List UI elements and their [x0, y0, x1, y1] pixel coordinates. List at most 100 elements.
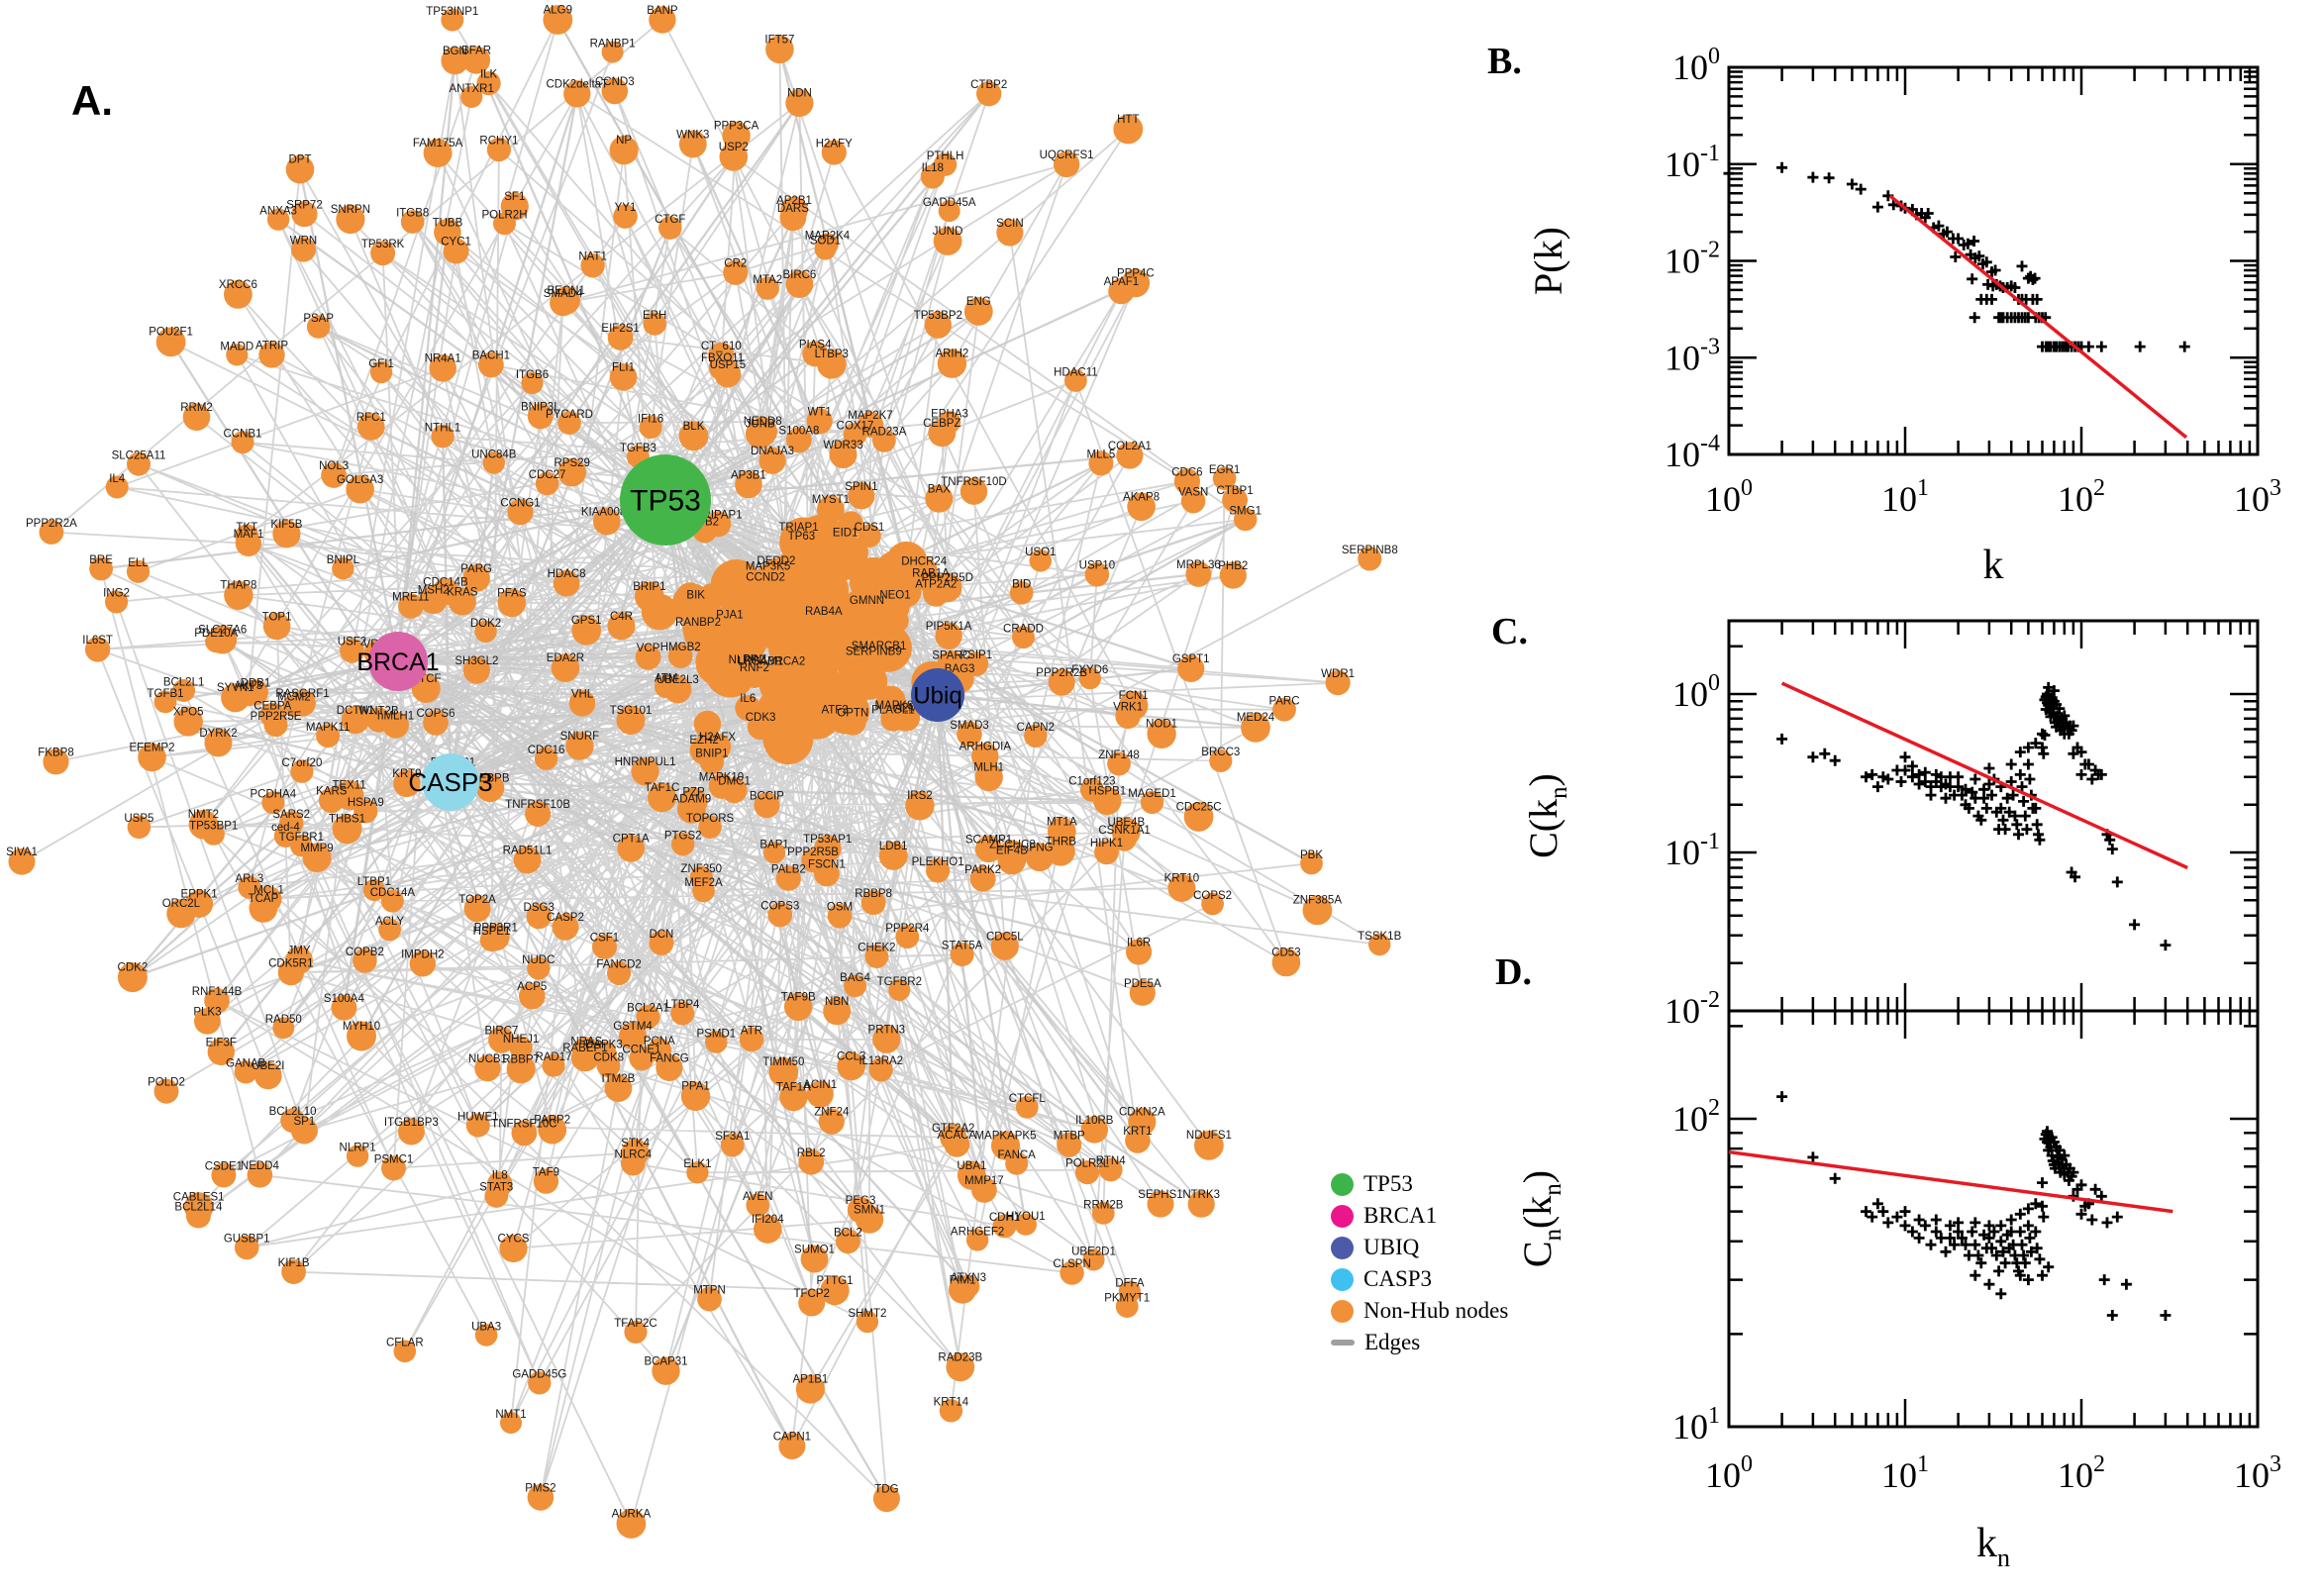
network-node: [732, 654, 761, 684]
network-node: [965, 1229, 989, 1251]
network-node-label: UNC84B: [471, 449, 517, 460]
network-node: [758, 447, 786, 474]
network-node-label: DYRK2: [199, 728, 237, 740]
network-node-label: IL10RB: [1075, 1115, 1114, 1127]
network-node: [441, 8, 464, 32]
network-node: [1108, 277, 1135, 305]
network-node: [39, 520, 64, 545]
network-node-label: GSTM4: [613, 1021, 653, 1033]
network-node: [486, 1171, 513, 1198]
network-node-label: PLK3: [193, 1006, 221, 1018]
network-node: [663, 675, 692, 704]
network-node: [1107, 751, 1131, 776]
network-node-label: NLRP1: [340, 1143, 376, 1154]
network-node: [535, 471, 559, 496]
network-node: [262, 612, 291, 641]
network-node-label: POLR2L: [1065, 1158, 1110, 1170]
network-node: [818, 1108, 845, 1135]
network-node-label: FLI1: [612, 362, 635, 374]
network-node-label: ORC2L: [162, 898, 201, 910]
network-node-label: PDE10A: [194, 628, 238, 640]
network-node-label: PPP3CA: [714, 121, 759, 133]
network-node-label: ATF3: [821, 704, 848, 716]
legend-item-tp53: TP53: [1331, 1168, 1508, 1200]
network-node-label: NEDD8: [744, 416, 782, 428]
network-node-label: CDC16: [528, 745, 565, 756]
plot-frame: [1727, 619, 2260, 1013]
network-node-label: ANTXR1: [450, 83, 494, 95]
network-node-label: CYCS: [498, 1234, 530, 1246]
network-node: [905, 791, 935, 821]
network-node-label: IRS2: [907, 790, 933, 802]
axis-label: k: [1983, 543, 2004, 588]
network-node-label: SF1: [504, 191, 525, 203]
network-node-label: PIAS4: [799, 340, 832, 351]
network-node-label: ERH: [643, 310, 666, 322]
network-node: [699, 749, 725, 775]
network-node-label: GPS1: [571, 615, 602, 627]
network-node: [778, 1433, 806, 1459]
network-node-label: DNAJA3: [751, 446, 794, 457]
network-node-label: CDK2: [118, 961, 149, 973]
axis-tick-label: 101: [1881, 475, 1929, 519]
network-node-label: ZCCHC8: [989, 839, 1036, 850]
network-node: [497, 588, 527, 618]
network-node: [334, 780, 364, 811]
network-node-label: RANBP1: [590, 39, 636, 50]
network-node: [806, 408, 833, 435]
network-node-label: FBXO11: [701, 352, 744, 364]
network-node-label: PSIP1: [960, 649, 992, 661]
network-node-label: ITGB6: [516, 369, 549, 381]
network-node-label: CDH1: [989, 1212, 1020, 1224]
network-node-label: THBS1: [329, 814, 365, 826]
network-node: [963, 651, 989, 676]
network-node-label: ARL3: [236, 873, 264, 885]
network-node-label: APAF1: [1104, 276, 1140, 288]
network-node: [735, 695, 761, 722]
network-node-label: BANP: [647, 5, 678, 17]
network-node: [205, 630, 228, 653]
network-node-label: MYST1: [812, 494, 850, 506]
network-node: [1222, 487, 1248, 513]
network-node-label: MAPKAPK5: [975, 1131, 1037, 1143]
scatter-points: [1776, 681, 2172, 951]
network-node-label: MLH1: [973, 762, 1004, 774]
network-node: [864, 945, 889, 968]
network-node-label: IFT57: [764, 34, 794, 46]
network-node: [836, 1229, 860, 1254]
network-node-label: HYOU1: [1006, 1211, 1046, 1223]
network-node-label: TGFB1: [147, 688, 183, 700]
network-node-label: PPP4C: [1117, 268, 1155, 280]
network-node-label: KARS: [316, 786, 348, 798]
network-node: [705, 511, 732, 538]
network-node-label: ACIN1: [803, 1079, 837, 1091]
network-node: [173, 707, 203, 737]
network-graph: TCAPSMG1TP53INP1P53AIP1PLAGL1LDB2LDB1GST…: [6, 4, 1402, 1539]
network-node: [814, 238, 837, 260]
network-node-label: BCAP31: [644, 1355, 687, 1367]
network-node-label: PLAGL1: [871, 704, 914, 716]
network-node-label: COPS6: [417, 708, 455, 720]
network-node-label: CRADD: [1003, 623, 1044, 635]
network-node: [938, 200, 960, 223]
network-node: [783, 522, 814, 552]
network-node: [652, 1356, 680, 1385]
network-node-label: AP2B1: [776, 195, 812, 207]
network-node: [806, 1080, 834, 1108]
network-node-label: SHMT2: [848, 1308, 886, 1320]
network-node-label: CAPN1: [773, 1431, 811, 1443]
network-node-label: CDK8: [593, 1051, 624, 1063]
network-node-label: TAF9B: [781, 991, 816, 1003]
network-node: [194, 1008, 221, 1035]
network-node: [280, 1108, 305, 1134]
network-node-label: PPP2R5B: [787, 847, 839, 858]
network-node-label: ELL: [128, 557, 149, 569]
network-node: [393, 1340, 417, 1363]
network-node: [1177, 654, 1205, 683]
network-node: [1009, 581, 1034, 605]
axis-tick-label: 10-3: [1665, 334, 1720, 377]
network-node: [860, 648, 887, 674]
network-node-label: HSPA9: [348, 797, 384, 809]
network-node-label: FSCN1: [808, 859, 846, 871]
network-node-label: PKMYT1: [1104, 1293, 1150, 1305]
